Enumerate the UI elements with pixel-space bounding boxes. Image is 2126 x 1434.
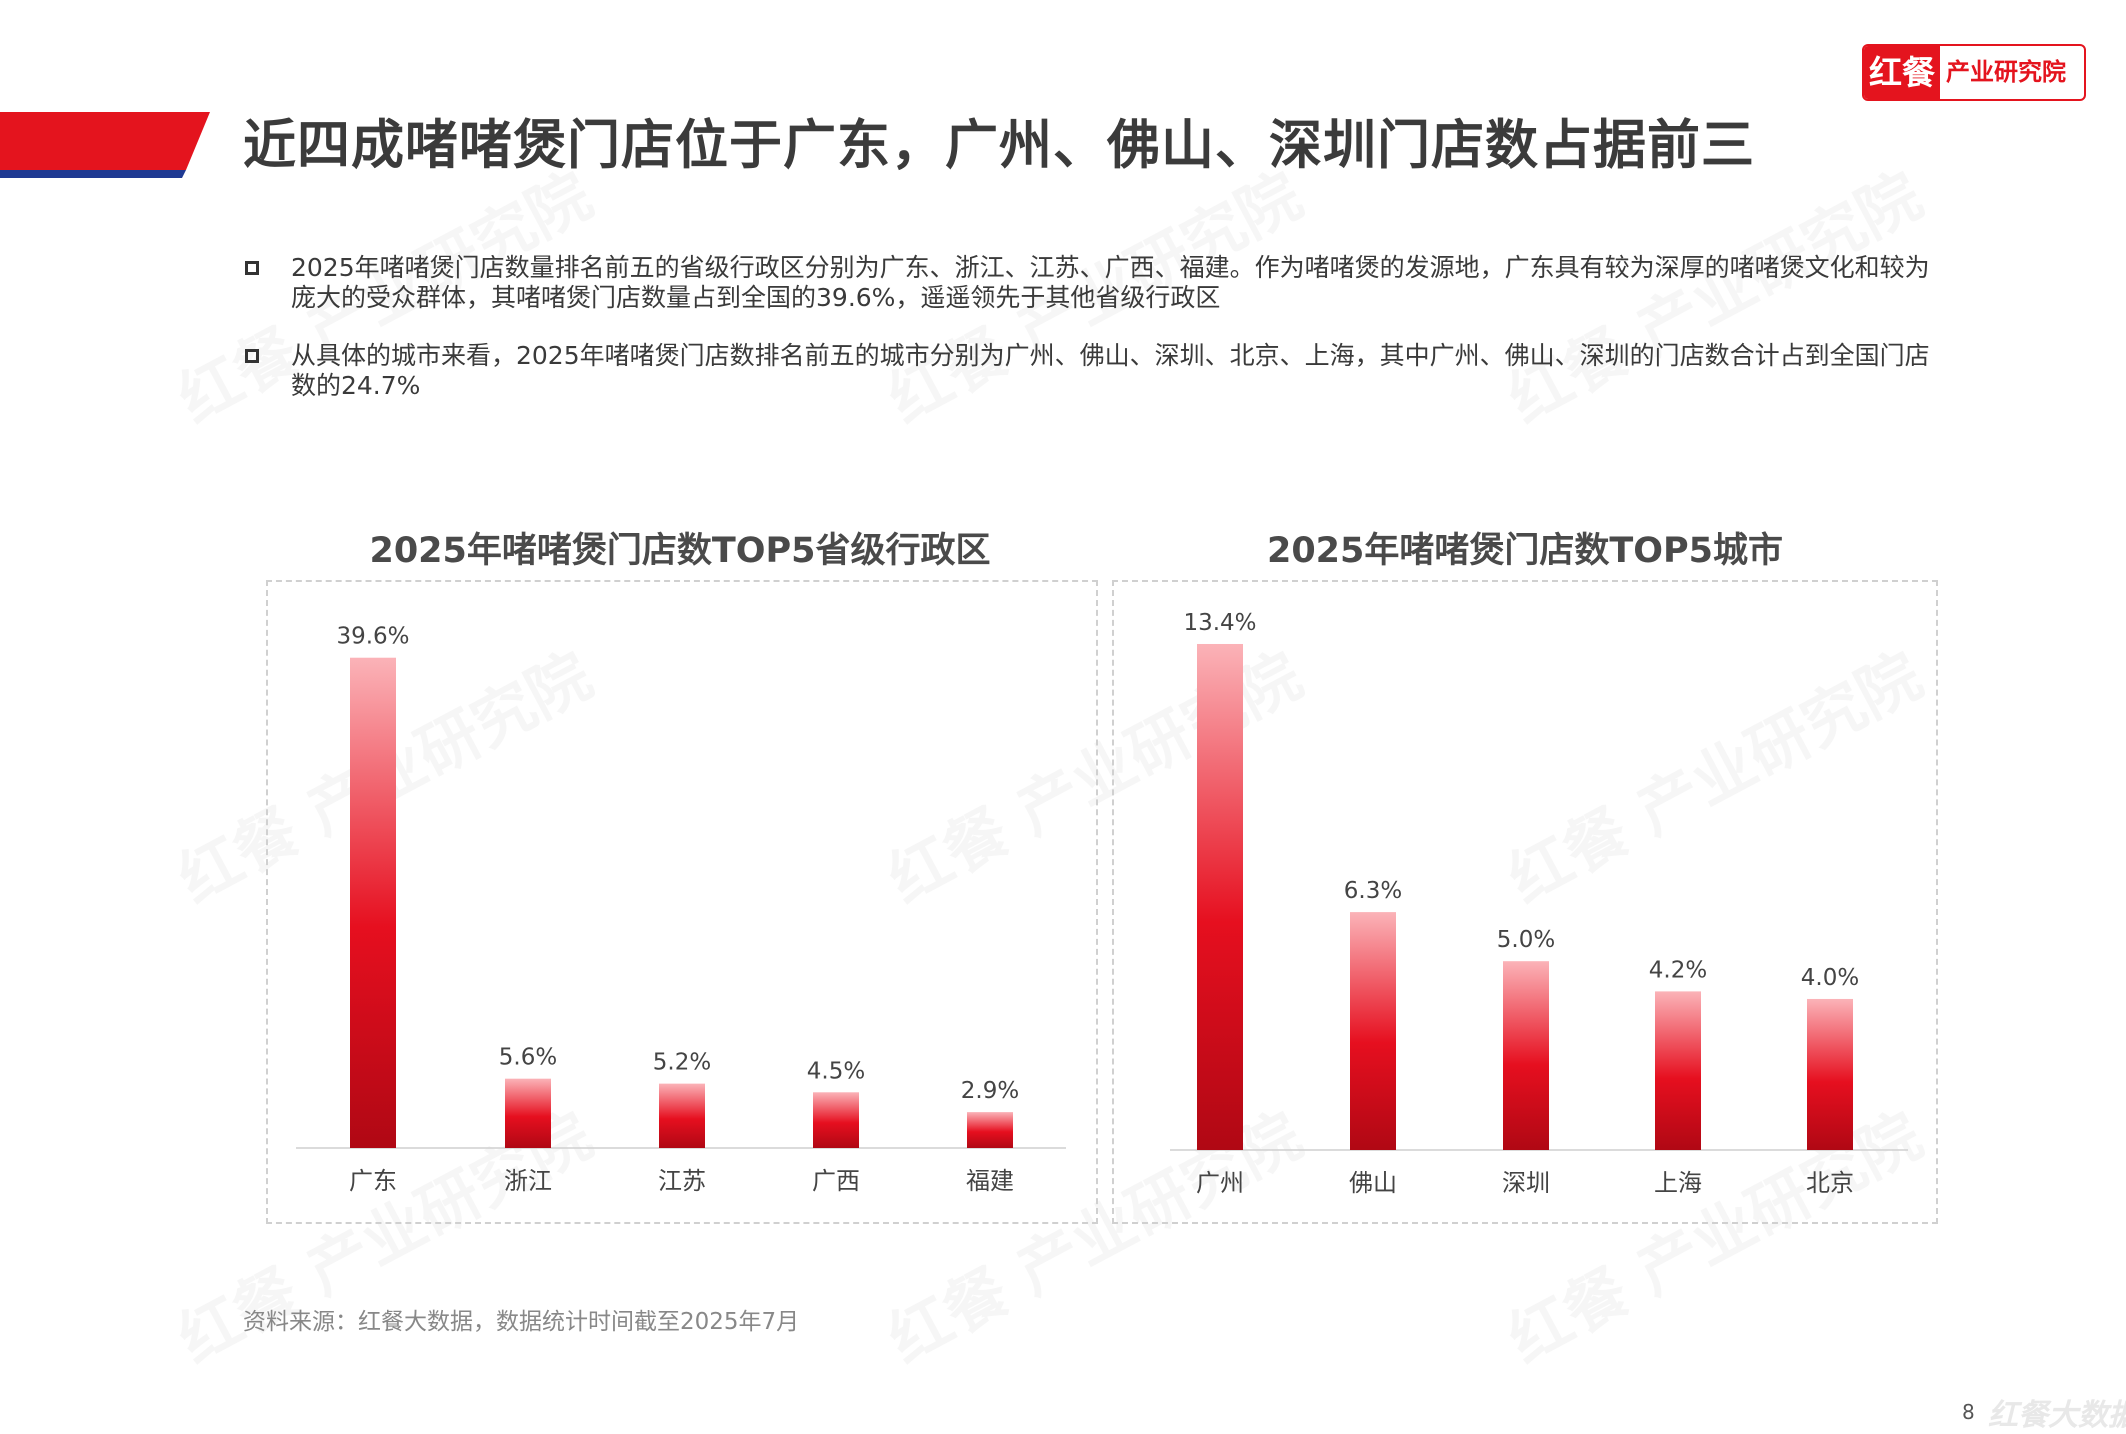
bar-广东: [350, 657, 396, 1148]
data-label: 5.0%: [1497, 927, 1555, 953]
logo-brand: 红餐: [1864, 46, 1940, 99]
bullet-square-icon: [245, 349, 259, 363]
logo-subtitle: 产业研究院: [1946, 58, 2066, 86]
source-note: 资料来源：红餐大数据，数据统计时间截至2025年7月: [243, 1309, 800, 1335]
bullet-square-icon: [245, 261, 259, 275]
chart-title-cities: 2025年啫啫煲门店数TOP5城市: [1266, 531, 1784, 571]
category-label: 浙江: [504, 1167, 552, 1195]
data-label: 4.0%: [1801, 965, 1859, 991]
category-label: 江苏: [658, 1167, 706, 1195]
chart-title-provinces: 2025年啫啫煲门店数TOP5省级行政区: [369, 531, 991, 571]
data-label: 4.5%: [807, 1058, 865, 1084]
chart-frame-provinces: [266, 580, 1098, 1224]
bar-深圳: [1503, 961, 1549, 1150]
bar-chart-provinces: 39.6% 广东 5.6% 浙江 5.2% 江苏 4.5% 广西 2.9% 福建: [296, 624, 1066, 1195]
data-label: 39.6%: [336, 624, 409, 650]
logo: 红餐 产业研究院: [1862, 44, 2086, 101]
data-label: 6.3%: [1344, 878, 1402, 904]
footer-brand-logo: 红餐大数据: [1988, 1398, 2126, 1433]
chart-frame-cities: [1112, 580, 1938, 1224]
data-label: 5.6%: [499, 1045, 557, 1071]
bullet-text: 从具体的城市来看，2025年啫啫煲门店数排名前五的城市分别为广州、佛山、深圳、北…: [291, 341, 1930, 400]
bullet-item: 2025年啫啫煲门店数量排名前五的省级行政区分别为广东、浙江、江苏、广西、福建。…: [245, 253, 1930, 315]
bar-浙江: [505, 1078, 551, 1148]
bar-chart-cities: 13.4% 广州 6.3% 佛山 5.0% 深圳 4.2% 上海 4.0% 北京: [1170, 610, 1908, 1197]
category-label: 北京: [1806, 1169, 1854, 1197]
bullet-item: 从具体的城市来看，2025年啫啫煲门店数排名前五的城市分别为广州、佛山、深圳、北…: [245, 341, 1930, 403]
category-label: 深圳: [1502, 1169, 1550, 1197]
category-label: 广西: [812, 1167, 860, 1195]
header-stripe: [0, 112, 210, 178]
data-label: 13.4%: [1183, 610, 1256, 636]
bar-江苏: [659, 1083, 705, 1148]
bar-福建: [967, 1112, 1013, 1148]
category-label: 广州: [1196, 1169, 1244, 1197]
page-title: 近四成啫啫煲门店位于广东，广州、佛山、深圳门店数占据前三: [243, 115, 1755, 176]
bar-广西: [813, 1092, 859, 1148]
category-label: 佛山: [1349, 1169, 1397, 1197]
bar-广州: [1197, 643, 1243, 1150]
data-label: 5.2%: [653, 1050, 711, 1076]
bar-佛山: [1350, 912, 1396, 1150]
category-label: 上海: [1654, 1169, 1702, 1197]
category-label: 广东: [349, 1167, 397, 1195]
category-label: 福建: [966, 1167, 1014, 1195]
data-label: 4.2%: [1649, 957, 1707, 983]
bar-北京: [1807, 998, 1853, 1150]
bullet-text: 2025年啫啫煲门店数量排名前五的省级行政区分别为广东、浙江、江苏、广西、福建。…: [291, 253, 1930, 312]
page-number: 8: [1962, 1400, 1975, 1424]
bar-上海: [1655, 991, 1701, 1150]
data-label: 2.9%: [961, 1078, 1019, 1104]
